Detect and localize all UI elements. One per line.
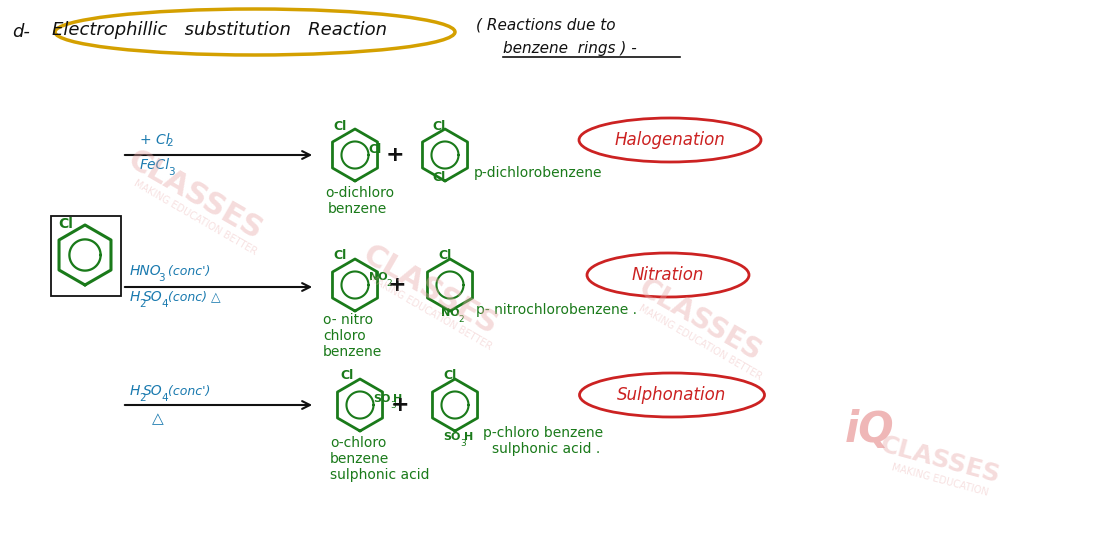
Text: FeCl: FeCl [140,158,170,172]
Text: △: △ [152,411,164,426]
Text: d-: d- [12,23,30,41]
Text: H: H [464,432,473,442]
Text: 2: 2 [139,393,145,403]
Text: H: H [130,290,140,304]
Text: Cl: Cl [443,369,456,381]
Text: (conc) △: (conc) △ [164,291,220,303]
Text: benzene: benzene [328,202,387,216]
Text: benzene: benzene [323,345,382,359]
Text: 3: 3 [158,273,164,283]
Text: (conc'): (conc') [164,385,210,398]
Text: Cl: Cl [432,119,445,133]
Text: CLASSES: CLASSES [122,145,268,245]
Text: (conc'): (conc') [164,264,210,278]
Text: 2: 2 [458,315,464,324]
Text: + Cl: + Cl [140,133,170,147]
Text: H: H [130,384,140,398]
Text: o-chloro: o-chloro [329,436,387,450]
Text: +: + [386,145,404,165]
Text: SO: SO [143,290,163,304]
Text: o- nitro: o- nitro [323,313,374,327]
Text: Cl: Cl [368,142,381,156]
Text: SO: SO [443,432,461,442]
Text: NO: NO [369,272,388,282]
Text: CLASSES: CLASSES [877,432,1003,487]
Text: CLASSES: CLASSES [634,273,766,366]
Text: HNO: HNO [130,264,162,278]
Text: benzene  rings ) -: benzene rings ) - [503,41,637,56]
Text: chloro: chloro [323,329,366,343]
Text: NO: NO [441,308,460,318]
Text: Cl: Cl [437,248,451,262]
Text: H: H [393,394,402,404]
Text: SO: SO [143,384,163,398]
Text: Halogenation: Halogenation [615,131,725,149]
Text: sulphonic acid: sulphonic acid [329,468,430,482]
Text: 3: 3 [168,167,174,177]
Text: 2: 2 [139,299,145,309]
Text: p-chloro benzene: p-chloro benzene [483,426,603,440]
Text: 4: 4 [161,393,168,403]
Text: Cl: Cl [58,217,73,231]
Text: 3: 3 [390,401,396,410]
Text: iQ: iQ [845,409,895,451]
Text: MAKING EDUCATION BETTER: MAKING EDUCATION BETTER [132,178,258,256]
Text: 3: 3 [460,439,466,448]
Text: Cl: Cl [333,119,346,133]
Text: 2: 2 [166,138,173,148]
Text: Cl: Cl [432,171,445,184]
Text: MAKING EDUCATION: MAKING EDUCATION [890,462,990,498]
Text: p-dichlorobenzene: p-dichlorobenzene [474,166,603,180]
Text: MAKING EDUCATION BETTER: MAKING EDUCATION BETTER [637,303,764,381]
Text: +: + [388,275,407,295]
Text: Sulphonation: Sulphonation [617,386,726,404]
Text: Nitration: Nitration [631,266,704,284]
Text: p- nitrochlorobenzene .: p- nitrochlorobenzene . [476,303,637,317]
Text: benzene: benzene [329,452,389,466]
Text: Electrophillic   substitution   Reaction: Electrophillic substitution Reaction [52,21,387,39]
Text: Cl: Cl [333,248,346,262]
Text: +: + [391,395,409,415]
Text: o-dichloro: o-dichloro [325,186,395,200]
Text: 4: 4 [161,299,168,309]
Text: MAKING EDUCATION BETTER: MAKING EDUCATION BETTER [367,273,494,351]
Text: sulphonic acid .: sulphonic acid . [491,442,601,456]
Text: CLASSES: CLASSES [357,240,503,340]
Text: 2: 2 [386,279,391,288]
Text: ( Reactions due to: ( Reactions due to [476,18,616,33]
Text: SO: SO [372,394,390,404]
Text: Cl: Cl [341,369,354,381]
